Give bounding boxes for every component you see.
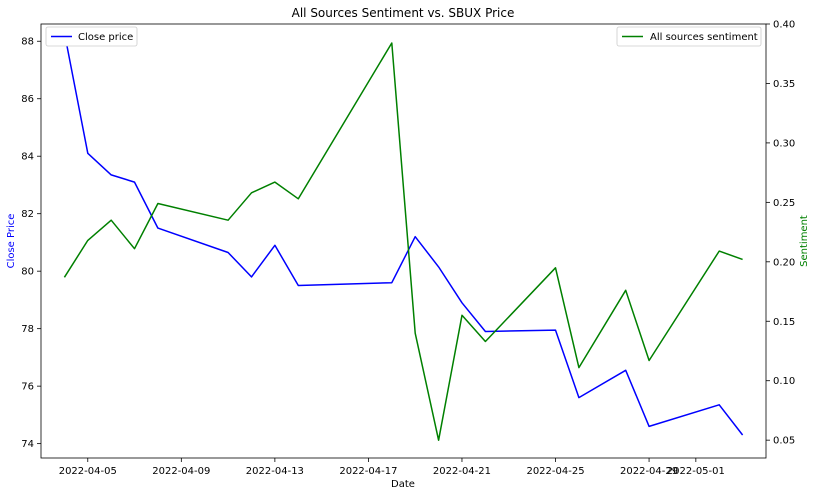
x-axis-label: Date: [391, 479, 415, 490]
legend-box: [45, 26, 138, 47]
y-right-tick-label: 0.25: [773, 198, 795, 209]
y-right-tick-label: 0.05: [773, 436, 795, 447]
legend-close-price: Close price: [45, 26, 138, 47]
y-left-tick-label: 82: [21, 209, 34, 220]
x-tick-label: 2022-04-29: [620, 466, 678, 477]
sentiment-line: [63, 42, 743, 441]
y-left-tick-label: 80: [21, 267, 34, 278]
y-left-tick-label: 76: [21, 382, 34, 393]
legend-box: [616, 26, 762, 47]
y-left-tick-label: 78: [21, 324, 34, 335]
y-right-tick-label: 0.40: [773, 20, 795, 31]
close-price-line: [63, 32, 744, 436]
y-right-tick-label: 0.15: [773, 317, 795, 328]
x-tick-label: 2022-05-01: [667, 466, 725, 477]
x-tick-label: 2022-04-21: [433, 466, 491, 477]
legend-sentiment: All sources sentiment: [616, 26, 762, 47]
y-right-tick-label: 0.20: [773, 257, 795, 268]
y-right-tick-label: 0.10: [773, 376, 795, 387]
y-left-tick-label: 88: [21, 37, 34, 48]
x-tick-label: 2022-04-09: [152, 466, 210, 477]
plot-frame: [40, 23, 767, 459]
x-tick-label: 2022-04-05: [59, 466, 117, 477]
y-right-tick-label: 0.30: [773, 138, 795, 149]
x-tick-label: 2022-04-17: [339, 466, 397, 477]
y-left-tick-label: 74: [21, 439, 34, 450]
y-left-tick-label: 84: [21, 152, 34, 163]
chart-title: All Sources Sentiment vs. SBUX Price: [292, 6, 515, 20]
legend-label: All sources sentiment: [650, 32, 758, 43]
x-tick-label: 2022-04-25: [526, 466, 584, 477]
y-axis-left-label: Close Price: [6, 214, 17, 269]
y-axis-right-label: Sentiment: [799, 215, 810, 267]
y-left-tick-label: 86: [21, 94, 34, 105]
x-tick-label: 2022-04-13: [246, 466, 304, 477]
legend-label: Close price: [78, 32, 133, 43]
y-right-tick-label: 0.35: [773, 79, 795, 90]
